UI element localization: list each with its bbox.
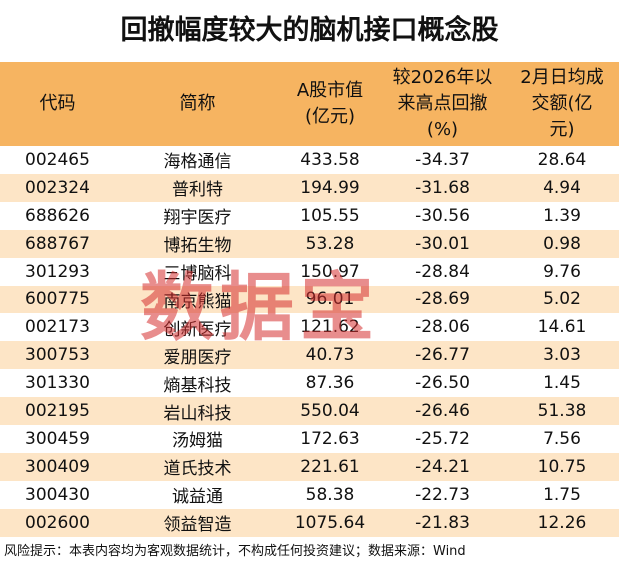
table-cell: 诚益通 bbox=[172, 487, 223, 508]
table-cell: 14.61 bbox=[537, 317, 587, 338]
table-cell: 002173 bbox=[25, 317, 90, 338]
table-cell: -30.01 bbox=[380, 229, 505, 258]
table-cell: 汤姆猫 bbox=[172, 431, 223, 452]
table-cell: -25.72 bbox=[415, 428, 470, 449]
footnote: 风险提示：本表内容均为客观数据统计，不构成任何投资建议；数据来源：Wind bbox=[4, 544, 466, 559]
table-cell: -30.56 bbox=[415, 205, 470, 226]
table-cell: -21.83 bbox=[380, 508, 505, 537]
table-cell: 普利特 bbox=[115, 173, 280, 202]
table-cell: 002324 bbox=[0, 173, 115, 202]
table-cell: 7.56 bbox=[543, 428, 581, 449]
table-cell: 三博脑科 bbox=[163, 264, 232, 285]
table-cell: -28.69 bbox=[380, 285, 505, 314]
table-cell: 300409 bbox=[0, 452, 115, 481]
table-cell: -34.37 bbox=[415, 149, 470, 170]
table-cell: 4.94 bbox=[505, 173, 619, 202]
title: 回撤幅度较大的脑机接口概念股 bbox=[120, 15, 499, 46]
table-cell: 150.97 bbox=[300, 261, 360, 282]
table-cell: 创新医疗 bbox=[163, 319, 232, 340]
table-cell: 550.04 bbox=[280, 397, 380, 425]
table-cell: -24.21 bbox=[380, 452, 505, 481]
table-cell: 40.73 bbox=[280, 341, 380, 370]
table-cell: 688767 bbox=[0, 229, 115, 258]
column-header: 较2026年以 来高点回撤 (%) bbox=[380, 62, 505, 146]
table-cell: -31.68 bbox=[380, 173, 505, 202]
table-cell: 002195 bbox=[0, 397, 115, 425]
table-cell: 1.39 bbox=[543, 205, 581, 226]
table-cell: 51.38 bbox=[505, 397, 619, 425]
table-cell: 领益智造 bbox=[115, 508, 280, 537]
table-cell: 1.45 bbox=[543, 373, 581, 394]
table-cell: 300430 bbox=[25, 484, 90, 505]
table-cell: 道氏技术 bbox=[115, 452, 280, 481]
table-cell: 301330 bbox=[25, 373, 90, 394]
table-cell: 600775 bbox=[0, 285, 115, 314]
table-cell: 87.36 bbox=[305, 373, 355, 394]
column-header: 简称 bbox=[115, 62, 280, 146]
table-cell: 58.38 bbox=[305, 484, 355, 505]
table-cell: 3.03 bbox=[505, 341, 619, 370]
table-cell: 002465 bbox=[25, 149, 90, 170]
table-cell: -26.46 bbox=[380, 397, 505, 425]
table-cell: -28.06 bbox=[415, 317, 470, 338]
table-cell: -28.84 bbox=[415, 261, 470, 282]
table-cell: 688626 bbox=[25, 205, 90, 226]
table-cell: 5.02 bbox=[505, 285, 619, 314]
table-cell: 28.64 bbox=[537, 149, 587, 170]
table-cell: 433.58 bbox=[300, 149, 360, 170]
table-cell: -26.77 bbox=[380, 341, 505, 370]
table-cell: 121.62 bbox=[300, 317, 360, 338]
table-cell: 岩山科技 bbox=[115, 397, 280, 425]
table-cell: 9.76 bbox=[543, 261, 581, 282]
table-cell: -22.73 bbox=[415, 484, 470, 505]
table-cell: 博拓生物 bbox=[115, 229, 280, 258]
table-cell: 301293 bbox=[25, 261, 90, 282]
table-cell: 53.28 bbox=[280, 229, 380, 258]
table-cell: 221.61 bbox=[280, 452, 380, 481]
table-cell: 海格通信 bbox=[163, 152, 232, 173]
column-header: 代码 bbox=[0, 62, 115, 146]
table-cell: 300753 bbox=[0, 341, 115, 370]
table-cell: 1075.64 bbox=[280, 508, 380, 537]
table-cell: -26.50 bbox=[415, 373, 470, 394]
table-cell: 002600 bbox=[0, 508, 115, 537]
table-cell: 96.01 bbox=[280, 285, 380, 314]
table-cell: 爱朋医疗 bbox=[115, 341, 280, 370]
table-cell: 12.26 bbox=[505, 508, 619, 537]
table-cell: 10.75 bbox=[505, 452, 619, 481]
column-header: A股市值 (亿元) bbox=[280, 62, 380, 146]
table-cell: 172.63 bbox=[300, 428, 360, 449]
column-header: 2月日均成 交额(亿 元) bbox=[505, 62, 619, 146]
table-cell: 300459 bbox=[25, 428, 90, 449]
table-cell: 翔宇医疗 bbox=[163, 208, 232, 229]
table-cell: 105.55 bbox=[300, 205, 360, 226]
table-cell: 0.98 bbox=[505, 229, 619, 258]
table-cell: 熵基科技 bbox=[163, 375, 232, 396]
table-cell: 194.99 bbox=[280, 173, 380, 202]
table-cell: 南京熊猫 bbox=[115, 285, 280, 314]
table-cell: 1.75 bbox=[543, 484, 581, 505]
